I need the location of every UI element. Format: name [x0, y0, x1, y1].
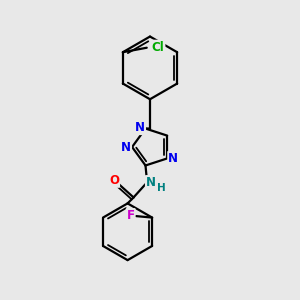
- Text: N: N: [121, 140, 131, 154]
- Text: Cl: Cl: [152, 40, 164, 54]
- Text: F: F: [127, 209, 135, 222]
- Text: N: N: [146, 176, 156, 189]
- Text: N: N: [135, 121, 145, 134]
- Text: H: H: [157, 183, 165, 193]
- Text: N: N: [168, 152, 178, 165]
- Text: O: O: [109, 174, 119, 187]
